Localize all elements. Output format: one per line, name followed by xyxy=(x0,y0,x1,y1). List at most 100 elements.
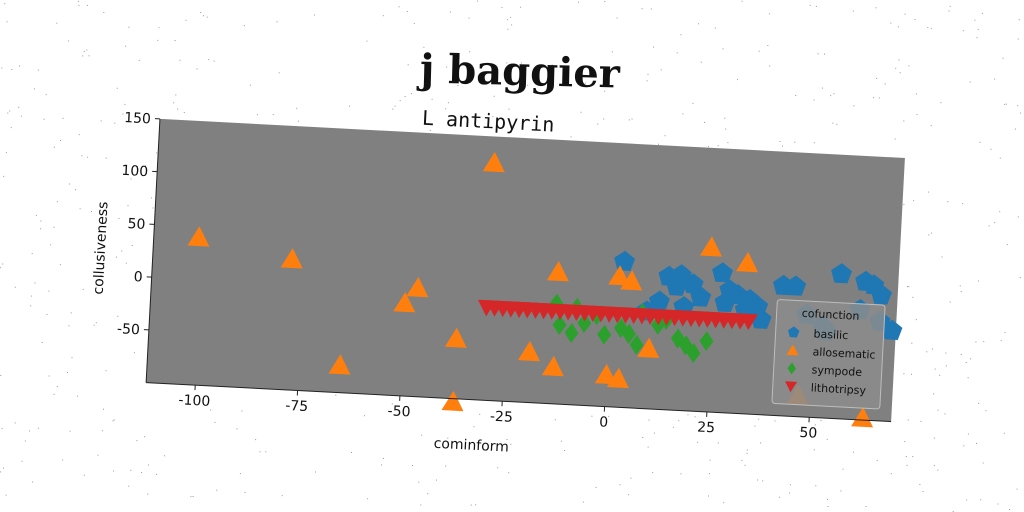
x-tick-label: -25 xyxy=(490,409,514,426)
speckle-dot xyxy=(876,460,878,462)
speckle-dot xyxy=(3,175,5,177)
speckle-dot xyxy=(392,108,394,110)
speckle-dot xyxy=(830,95,832,97)
basilic-point xyxy=(870,284,892,305)
speckle-dot xyxy=(492,116,494,118)
speckle-dot xyxy=(366,40,368,42)
speckle-dot xyxy=(916,114,918,116)
speckle-dot xyxy=(757,479,759,481)
speckle-dot xyxy=(127,205,129,207)
speckle-dot xyxy=(520,62,522,64)
speckle-dot xyxy=(255,439,257,441)
speckle-dot xyxy=(894,138,896,140)
speckle-dot xyxy=(628,494,630,496)
allosematic-point xyxy=(608,265,631,286)
basilic-point xyxy=(831,263,853,284)
speckle-dot xyxy=(853,105,855,107)
speckle-dot xyxy=(940,102,942,104)
speckle-dot xyxy=(967,377,969,379)
speckle-dot xyxy=(1018,19,1020,21)
speckle-dot xyxy=(0,471,2,473)
speckle-dot xyxy=(1017,216,1019,218)
speckle-dot xyxy=(692,102,694,104)
y-tick-label: 50 xyxy=(127,216,146,233)
speckle-dot xyxy=(978,402,980,404)
sympode-point xyxy=(699,331,714,352)
speckle-dot xyxy=(19,65,20,67)
speckle-dot xyxy=(315,471,316,473)
speckle-dot xyxy=(147,493,149,495)
speckle-dot xyxy=(208,59,210,61)
speckle-dot xyxy=(822,87,823,89)
speckle-dot xyxy=(903,203,905,205)
speckle-dot xyxy=(758,418,760,420)
speckle-dot xyxy=(944,413,946,415)
speckle-dot xyxy=(708,495,709,497)
speckle-dot xyxy=(56,386,58,388)
y-tick-label: -50 xyxy=(117,321,141,338)
speckle-dot xyxy=(404,96,406,97)
speckle-dot xyxy=(236,428,238,430)
allosematic-point xyxy=(606,367,629,389)
speckle-dot xyxy=(364,415,365,417)
speckle-dot xyxy=(117,315,119,317)
speckle-dot xyxy=(700,61,702,63)
speckle-dot xyxy=(130,469,132,471)
speckle-dot xyxy=(125,262,127,264)
allosematic-point xyxy=(699,236,722,257)
speckle-dot xyxy=(445,465,447,467)
speckle-dot xyxy=(560,440,562,442)
speckle-dot xyxy=(297,120,299,122)
speckle-dot xyxy=(3,467,4,469)
allosematic-point xyxy=(280,248,303,269)
speckle-dot xyxy=(895,67,897,69)
speckle-dot xyxy=(14,422,16,424)
speckle-dot xyxy=(976,37,978,39)
speckle-dot xyxy=(985,410,987,412)
speckle-dot xyxy=(68,183,70,185)
speckle-dot xyxy=(999,211,1001,213)
speckle-dot xyxy=(420,504,422,506)
allosematic-point xyxy=(393,292,416,313)
speckle-dot xyxy=(778,496,780,498)
speckle-dot xyxy=(412,465,413,466)
speckle-dot xyxy=(0,375,2,376)
speckle-dot xyxy=(185,19,187,21)
speckle-dot xyxy=(1019,277,1021,279)
allosematic-point xyxy=(482,151,505,173)
speckle-dot xyxy=(646,80,648,82)
speckle-dot xyxy=(421,434,423,436)
basilic-point xyxy=(881,319,903,340)
speckle-dot xyxy=(97,454,99,456)
allosematic-point xyxy=(637,337,660,358)
speckle-dot xyxy=(1,67,3,69)
speckle-dot xyxy=(53,146,55,148)
speckle-dot xyxy=(890,22,892,24)
speckle-dot xyxy=(948,10,950,12)
speckle-dot xyxy=(18,106,20,108)
speckle-dot xyxy=(908,286,910,288)
x-tick-label: -75 xyxy=(285,398,309,415)
speckle-dot xyxy=(945,352,947,354)
speckle-dot xyxy=(59,264,61,266)
speckle-dot xyxy=(725,128,727,130)
speckle-dot xyxy=(824,53,825,55)
speckle-dot xyxy=(641,8,643,10)
speckle-dot xyxy=(173,102,175,104)
allosematic-point xyxy=(620,270,643,291)
speckle-dot xyxy=(580,111,582,113)
x-tick-label: -100 xyxy=(178,392,211,410)
speckle-dot xyxy=(70,312,72,314)
y-tick-label: 150 xyxy=(124,110,152,127)
speckle-dot xyxy=(30,305,32,307)
speckle-dot xyxy=(116,87,118,89)
speckle-dot xyxy=(105,370,107,372)
speckle-dot xyxy=(136,440,138,442)
speckle-dot xyxy=(413,22,415,24)
speckle-dot xyxy=(976,442,977,444)
basilic-point xyxy=(712,262,733,283)
speckle-dot xyxy=(616,17,618,19)
speckle-dot xyxy=(77,395,79,397)
speckle-dot xyxy=(570,136,572,138)
speckle-dot xyxy=(137,166,138,168)
